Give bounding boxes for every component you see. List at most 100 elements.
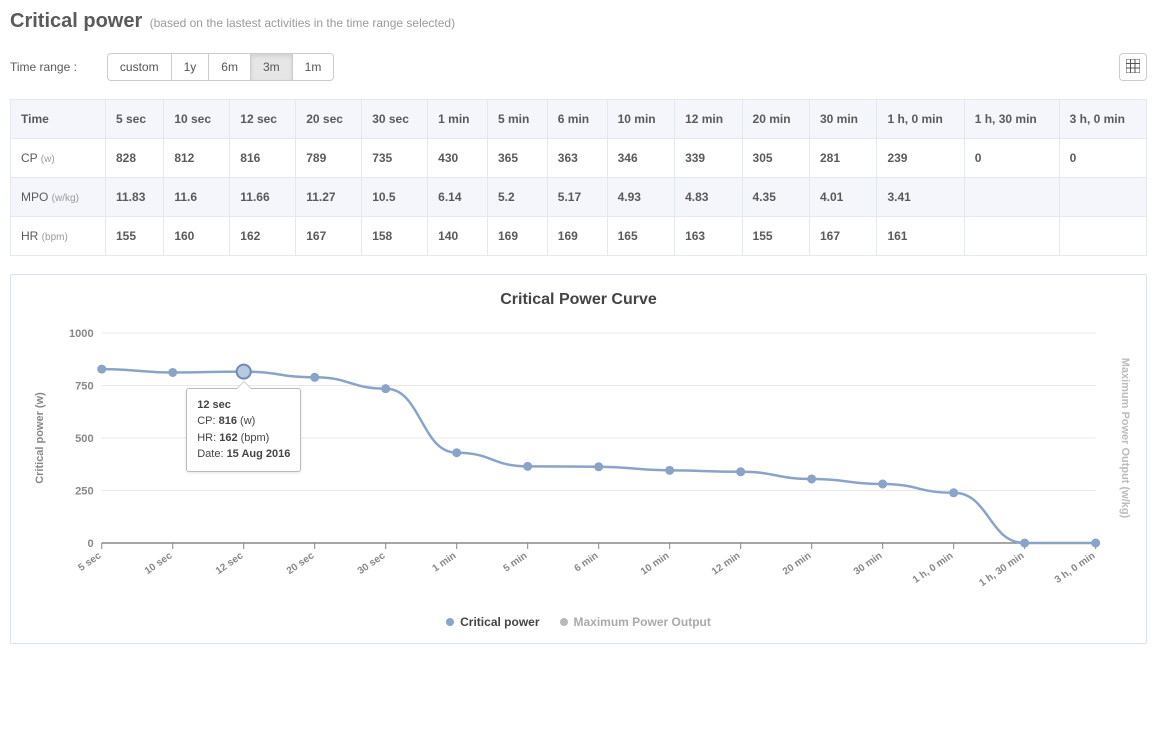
table-toggle-button[interactable] bbox=[1119, 53, 1147, 81]
controls-row: Time range : custom1y6m3m1m bbox=[10, 53, 1147, 81]
column-header: 30 min bbox=[809, 100, 876, 139]
page-subtitle: (based on the lastest activities in the … bbox=[150, 16, 456, 30]
column-header: 1 h, 30 min bbox=[964, 100, 1059, 139]
column-header: 5 sec bbox=[106, 100, 164, 139]
chart-area[interactable]: 025050075010005 sec10 sec12 sec20 sec30 … bbox=[21, 313, 1136, 613]
critical-power-table: Time5 sec10 sec12 sec20 sec30 sec1 min5 … bbox=[10, 99, 1147, 256]
column-header: 12 sec bbox=[230, 100, 296, 139]
table-row: MPO (w/kg)11.8311.611.6611.2710.56.145.2… bbox=[11, 178, 1147, 217]
table-cell: 11.27 bbox=[296, 178, 362, 217]
legend-marker-icon bbox=[446, 618, 454, 626]
table-cell: 4.93 bbox=[607, 178, 674, 217]
time-range-1m[interactable]: 1m bbox=[292, 53, 335, 81]
column-header: 10 min bbox=[607, 100, 674, 139]
table-header-row: Time5 sec10 sec12 sec20 sec30 sec1 min5 … bbox=[11, 100, 1147, 139]
row-label: MPO (w/kg) bbox=[11, 178, 106, 217]
chart-panel: Critical Power Curve 025050075010005 sec… bbox=[10, 274, 1147, 644]
svg-text:12 sec: 12 sec bbox=[214, 550, 246, 577]
table-cell: 163 bbox=[675, 217, 742, 256]
page-title: Critical power bbox=[10, 10, 142, 32]
table-cell: 5.17 bbox=[547, 178, 607, 217]
table-cell: 3.41 bbox=[877, 178, 964, 217]
table-cell: 828 bbox=[106, 139, 164, 178]
svg-text:20 sec: 20 sec bbox=[285, 550, 317, 577]
legend-label: Critical power bbox=[460, 615, 539, 629]
table-cell: 161 bbox=[877, 217, 964, 256]
table-cell bbox=[1059, 217, 1146, 256]
table-cell: 281 bbox=[809, 139, 876, 178]
table-cell: 10.5 bbox=[362, 178, 428, 217]
svg-text:500: 500 bbox=[75, 433, 93, 445]
time-range-custom[interactable]: custom bbox=[107, 53, 172, 81]
svg-text:5 sec: 5 sec bbox=[76, 550, 103, 574]
table-cell: 160 bbox=[164, 217, 230, 256]
table-cell bbox=[1059, 178, 1146, 217]
page-header: Critical power (based on the lastest act… bbox=[10, 10, 1147, 33]
column-header: 3 h, 0 min bbox=[1059, 100, 1146, 139]
table-cell: 158 bbox=[362, 217, 428, 256]
table-cell: 0 bbox=[1059, 139, 1146, 178]
table-row: CP (w)8288128167897354303653633463393052… bbox=[11, 139, 1147, 178]
time-range-6m[interactable]: 6m bbox=[208, 53, 251, 81]
grid-icon bbox=[1126, 59, 1140, 76]
table-cell: 239 bbox=[877, 139, 964, 178]
legend-item[interactable]: Maximum Power Output bbox=[560, 615, 711, 629]
column-header: 5 min bbox=[487, 100, 547, 139]
column-header: 20 min bbox=[742, 100, 809, 139]
svg-text:Maximum Power Output (w/kg): Maximum Power Output (w/kg) bbox=[1119, 358, 1131, 519]
svg-text:Critical power (w): Critical power (w) bbox=[34, 392, 46, 484]
table-cell: 789 bbox=[296, 139, 362, 178]
chart-tooltip: 12 secCP: 816 (w)HR: 162 (bpm)Date: 15 A… bbox=[186, 388, 301, 472]
table-cell: 305 bbox=[742, 139, 809, 178]
table-cell: 812 bbox=[164, 139, 230, 178]
svg-text:10 sec: 10 sec bbox=[143, 550, 175, 577]
table-cell: 430 bbox=[428, 139, 488, 178]
row-label: HR (bpm) bbox=[11, 217, 106, 256]
svg-text:1 min: 1 min bbox=[431, 550, 459, 574]
table-cell: 167 bbox=[296, 217, 362, 256]
table-cell: 346 bbox=[607, 139, 674, 178]
table-cell: 4.01 bbox=[809, 178, 876, 217]
table-cell: 169 bbox=[487, 217, 547, 256]
time-range-3m[interactable]: 3m bbox=[250, 53, 293, 81]
svg-text:5 min: 5 min bbox=[502, 550, 530, 574]
table-cell: 6.14 bbox=[428, 178, 488, 217]
table-cell: 11.6 bbox=[164, 178, 230, 217]
table-cell: 365 bbox=[487, 139, 547, 178]
svg-text:750: 750 bbox=[75, 381, 93, 393]
svg-text:20 min: 20 min bbox=[781, 550, 813, 577]
chart-legend: Critical power Maximum Power Output bbox=[21, 615, 1136, 629]
column-header: 12 min bbox=[675, 100, 742, 139]
svg-text:1 h, 30 min: 1 h, 30 min bbox=[977, 550, 1026, 589]
table-cell: 4.83 bbox=[675, 178, 742, 217]
column-header: 20 sec bbox=[296, 100, 362, 139]
svg-text:1 h, 0 min: 1 h, 0 min bbox=[911, 550, 955, 585]
table-cell: 165 bbox=[607, 217, 674, 256]
chart-title: Critical Power Curve bbox=[21, 291, 1136, 309]
table-cell: 339 bbox=[675, 139, 742, 178]
table-cell: 140 bbox=[428, 217, 488, 256]
svg-text:0: 0 bbox=[87, 538, 93, 550]
row-label: CP (w) bbox=[11, 139, 106, 178]
legend-item[interactable]: Critical power bbox=[446, 615, 539, 629]
table-cell: 167 bbox=[809, 217, 876, 256]
table-cell: 0 bbox=[964, 139, 1059, 178]
table-cell bbox=[964, 217, 1059, 256]
table-cell: 11.66 bbox=[230, 178, 296, 217]
column-header: 10 sec bbox=[164, 100, 230, 139]
legend-label: Maximum Power Output bbox=[574, 615, 711, 629]
table-cell: 363 bbox=[547, 139, 607, 178]
table-cell: 155 bbox=[106, 217, 164, 256]
column-header: 1 h, 0 min bbox=[877, 100, 964, 139]
time-range-1y[interactable]: 1y bbox=[171, 53, 210, 81]
svg-text:1000: 1000 bbox=[69, 328, 94, 340]
time-range-label: Time range : bbox=[10, 60, 77, 74]
table-cell bbox=[964, 178, 1059, 217]
row-label: Time bbox=[11, 100, 106, 139]
svg-text:10 min: 10 min bbox=[639, 550, 671, 577]
svg-text:3 h, 0 min: 3 h, 0 min bbox=[1053, 550, 1097, 585]
table-cell: 4.35 bbox=[742, 178, 809, 217]
legend-marker-icon bbox=[560, 618, 568, 626]
svg-text:30 sec: 30 sec bbox=[356, 550, 388, 577]
table-cell: 5.2 bbox=[487, 178, 547, 217]
